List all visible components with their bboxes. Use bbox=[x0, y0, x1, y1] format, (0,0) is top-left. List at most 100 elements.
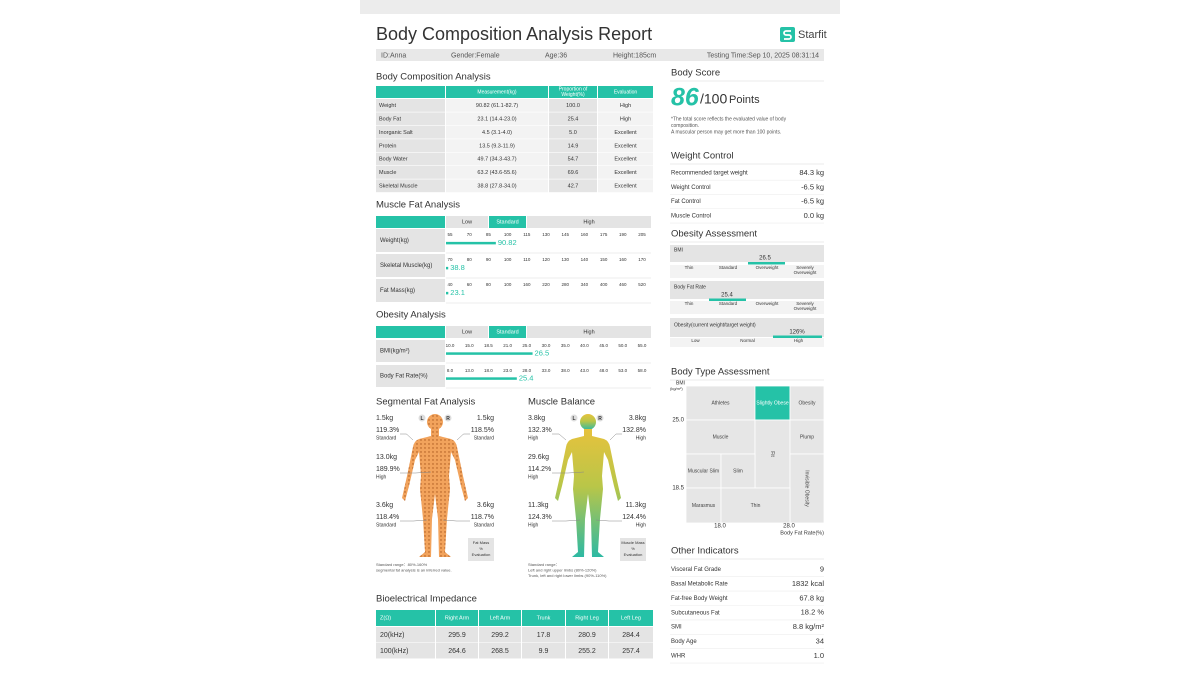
value-label: 25.4 bbox=[519, 374, 534, 383]
table-cell-text: 42.7 bbox=[568, 183, 579, 189]
tick-label: 220 bbox=[542, 282, 550, 287]
brand-name: Starfit bbox=[798, 29, 827, 41]
bar bbox=[446, 241, 496, 245]
tick-label: 58.0 bbox=[638, 368, 647, 373]
header-cell bbox=[566, 610, 608, 626]
indicator-label: Fat Control bbox=[671, 199, 701, 205]
cell bbox=[549, 179, 597, 193]
tick-label: 55.0 bbox=[638, 343, 647, 348]
indicator-label: Body Age bbox=[671, 639, 697, 645]
table-cell-text: Body Water bbox=[379, 157, 408, 163]
tick-label: 18.0 bbox=[484, 368, 493, 373]
table-cell-text: 280.9 bbox=[578, 632, 596, 639]
header-cell bbox=[446, 86, 548, 98]
cell bbox=[598, 125, 653, 139]
cell bbox=[549, 125, 597, 139]
table-cell-text: 255.2 bbox=[578, 648, 596, 655]
note-text: Standard range： bbox=[528, 562, 560, 567]
row-label: Body Fat Rate(%) bbox=[380, 374, 428, 380]
segment-percent: 189.9% bbox=[376, 466, 400, 473]
assessment-bar bbox=[773, 335, 822, 338]
row-label: Fat Mass(kg) bbox=[380, 288, 415, 294]
indicator-label: Muscle Control bbox=[671, 213, 711, 219]
table-cell-text: 20(kHz) bbox=[380, 632, 405, 639]
assessment-box bbox=[670, 281, 824, 299]
tick-label: 28.0 bbox=[783, 524, 795, 530]
table-cell-text: 90.82 (61.1-82.7) bbox=[476, 103, 518, 109]
level-label: Standard bbox=[719, 265, 738, 270]
cell bbox=[376, 179, 445, 193]
level-strip bbox=[670, 301, 824, 314]
indicator-value: 1832 kcal bbox=[792, 579, 824, 588]
segment-evaluation: High bbox=[528, 435, 539, 441]
tick-label: 60 bbox=[467, 282, 473, 287]
table-cell-text: 295.9 bbox=[448, 632, 466, 639]
cell bbox=[376, 643, 435, 659]
note-text: Left and right upper limbs (80%-120%) bbox=[528, 568, 597, 573]
indicator-value: 9 bbox=[820, 564, 824, 573]
row-label: Skeletal Muscle(kg) bbox=[380, 263, 432, 269]
cell bbox=[598, 152, 653, 166]
segment-percent: 118.7% bbox=[471, 514, 494, 521]
tick-label: 175 bbox=[600, 232, 608, 237]
indicator-label: Fat-free Body Weight bbox=[671, 596, 728, 602]
table-cell-text: Body Fat bbox=[379, 116, 401, 122]
axis-label: Body Fat Rate(%) bbox=[780, 530, 824, 536]
level-label: Standard bbox=[496, 219, 518, 225]
indicator-value: 0.0 kg bbox=[804, 211, 824, 220]
indicator-label: Basal Metabolic Rate bbox=[671, 581, 728, 587]
assessment-value: 26.5 bbox=[759, 256, 771, 262]
value-label: 26.5 bbox=[535, 349, 550, 358]
column-header: Right Arm bbox=[445, 615, 470, 621]
column-header: Measurement(kg) bbox=[477, 89, 517, 95]
info-bar bbox=[376, 49, 824, 61]
table-cell-text: Skeletal Muscle bbox=[379, 183, 418, 189]
tick-label: 100 bbox=[504, 282, 512, 287]
header-cell bbox=[376, 216, 445, 228]
level-cell bbox=[527, 216, 651, 228]
row-label-cell bbox=[376, 279, 445, 302]
cell bbox=[566, 627, 608, 643]
header-cell bbox=[522, 610, 565, 626]
cell bbox=[479, 627, 521, 643]
level-label: Thin bbox=[685, 301, 694, 306]
indicator-value: 18.2 % bbox=[801, 608, 825, 617]
cell bbox=[549, 112, 597, 126]
level-label: Thin bbox=[685, 265, 694, 270]
table-cell-text: Excellent bbox=[614, 130, 637, 136]
section-title: Other Indicators bbox=[671, 546, 739, 557]
table-cell-text: 4.5 (3.1-4.0) bbox=[482, 130, 512, 136]
table-cell-text: 264.6 bbox=[448, 648, 466, 655]
tick-label: 100 bbox=[504, 232, 512, 237]
header-cell bbox=[436, 610, 478, 626]
indicator-value: 67.8 kg bbox=[799, 593, 824, 602]
side-label: L bbox=[572, 416, 575, 422]
tick-label: 38.0 bbox=[561, 368, 570, 373]
tick-label: 145 bbox=[561, 232, 569, 237]
level-label: Severely bbox=[796, 265, 814, 270]
note-text: Trunk, left and right lower limbs (90%-1… bbox=[528, 573, 607, 578]
tick-label: 460 bbox=[619, 282, 627, 287]
muscle-figure bbox=[555, 414, 621, 557]
leader-line bbox=[552, 519, 581, 522]
top-strip bbox=[360, 0, 840, 14]
legend-text: % bbox=[479, 546, 483, 551]
bar bbox=[446, 352, 533, 355]
table-cell-text: Protein bbox=[379, 143, 396, 149]
tick-label: 130 bbox=[542, 232, 550, 237]
level-label: Standard bbox=[719, 301, 738, 306]
tick-label: 40.0 bbox=[580, 343, 589, 348]
segment-percent: 114.2% bbox=[528, 466, 551, 473]
tick-label: 45.0 bbox=[599, 343, 608, 348]
table-cell-text: 63.2 (43.6-55.6) bbox=[477, 170, 516, 176]
segment-evaluation: High bbox=[528, 474, 539, 480]
tick-label: 15.0 bbox=[465, 343, 474, 348]
tick-label: 130 bbox=[561, 257, 569, 262]
level-cell bbox=[527, 326, 651, 338]
row-label: Weight(kg) bbox=[380, 238, 409, 244]
body-type-cell bbox=[789, 453, 825, 524]
cell bbox=[436, 643, 478, 659]
tick-label: 18.5 bbox=[484, 343, 493, 348]
segment-evaluation: Standard bbox=[474, 522, 495, 528]
table-cell-text: 299.2 bbox=[491, 632, 509, 639]
